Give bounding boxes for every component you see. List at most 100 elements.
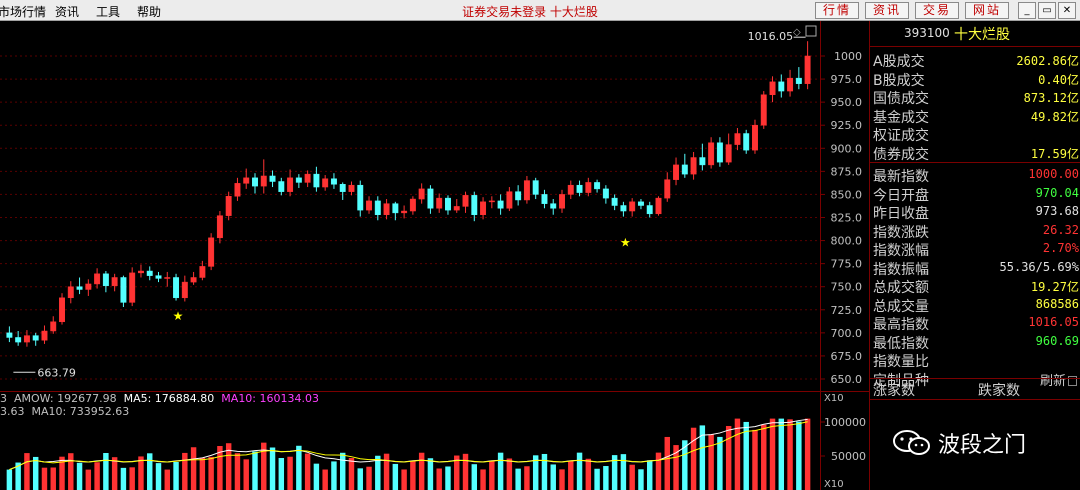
menu-tools[interactable]: 工具 — [96, 5, 121, 19]
volume-tick-label: 50000 — [831, 450, 866, 463]
price-multiplier-label: X10 — [824, 393, 844, 404]
price-tick-label: 775.0 — [831, 258, 863, 271]
panel-row-value: 973.68 — [1035, 204, 1079, 218]
menu-market[interactable]: 市场行情 — [0, 5, 47, 19]
panel-row-value: 1000.00 — [1028, 167, 1079, 181]
price-tick-label: 750.0 — [831, 281, 863, 294]
panel-row-value: 49.82亿 — [1030, 109, 1079, 124]
candle — [541, 189, 548, 209]
watermark-text: 波段之门 — [938, 433, 1027, 458]
volume-bar — [603, 466, 609, 490]
volume-bar — [120, 467, 127, 490]
kline-chart[interactable]: 1000 975.0 950.0 925.0 900.0 875.0 850.0 825.0 8… — [0, 21, 1080, 490]
candle — [278, 177, 285, 196]
panel-row-label: 今日开盘 — [873, 187, 929, 204]
panel-row-label: 指数振幅 — [873, 261, 929, 278]
menu-info[interactable]: 资讯 — [55, 5, 80, 19]
ma5-value: MA5: 176884.80 — [123, 392, 215, 405]
volume-bar — [261, 442, 267, 490]
panel-row: 国债成交 873.12亿 — [870, 87, 1080, 107]
index-name: 十大烂股 — [954, 27, 1010, 43]
fall-count-label: 跌家数 — [978, 383, 1020, 399]
panel-row-value: 17.59亿 — [1030, 146, 1079, 161]
trade-button[interactable]: 交易 — [915, 2, 959, 19]
candle — [629, 198, 636, 217]
candle — [330, 173, 337, 189]
candle — [23, 330, 30, 347]
divider — [870, 162, 1080, 163]
close-button[interactable]: ✕ — [1058, 2, 1076, 19]
panel-row: 最高指数 1016.05 — [870, 313, 1080, 333]
price-tick-label: 925.0 — [831, 119, 863, 132]
panel-row-label: 权证成交 — [873, 128, 929, 144]
candle — [41, 325, 48, 344]
price-tick-label: 900.0 — [831, 142, 863, 155]
low-price-label: 663.79 — [37, 366, 75, 379]
indicator-prefix: 3 — [0, 392, 7, 405]
volume-bar — [252, 451, 258, 490]
panel-row: 指数涨跌 26.32 — [870, 221, 1080, 241]
quote-button[interactable]: 行情 — [815, 2, 859, 19]
volume-bar — [164, 469, 170, 490]
volume-bar — [331, 461, 337, 490]
volume-bar — [41, 467, 48, 490]
candlestick-series — [6, 41, 811, 347]
ma10-line — [9, 421, 808, 471]
price-tick-label: 675.0 — [831, 350, 863, 363]
candle — [50, 316, 57, 334]
volume-bar — [410, 461, 416, 490]
candle — [260, 159, 267, 194]
candle — [392, 201, 399, 221]
title-bar: 市场行情 资讯 工具 帮助 证券交易未登录 十大烂股 行情 资讯 交易 网站 _… — [0, 0, 1080, 21]
candle — [576, 180, 583, 197]
candle — [445, 195, 451, 215]
candle — [436, 193, 443, 213]
candle — [102, 271, 109, 293]
volume-bar — [462, 453, 469, 490]
panel-row: 今日开盘 970.04 — [870, 184, 1080, 204]
volume-axis: X10 100000 50000 X10 — [820, 393, 866, 490]
candle — [567, 180, 574, 200]
minimize-button[interactable]: _ — [1018, 2, 1036, 19]
candle — [111, 273, 118, 292]
volume-bar — [59, 456, 65, 490]
volume-bar — [497, 452, 504, 490]
volume-bar — [94, 462, 100, 490]
volume-bar — [383, 453, 390, 490]
panel-row-value: 0.40亿 — [1038, 72, 1079, 87]
volume-bar — [778, 418, 785, 490]
menu-help[interactable]: 帮助 — [137, 5, 162, 19]
volume-bar — [304, 453, 311, 490]
restore-button[interactable]: ▭ — [1038, 2, 1056, 19]
panel-row-value: 26.32 — [1042, 222, 1079, 237]
candle — [348, 181, 355, 196]
volume-bar — [620, 454, 627, 490]
candle — [208, 233, 215, 271]
rise-count-label: 涨家数 — [873, 383, 915, 399]
candle — [304, 170, 311, 188]
candle — [480, 197, 487, 220]
news-button[interactable]: 资讯 — [865, 2, 909, 19]
candle — [269, 170, 276, 188]
panel-header: 393100 十大烂股 — [870, 25, 1080, 45]
volume-bar — [611, 455, 618, 490]
volume-bar — [804, 418, 811, 490]
panel-row: 指数量比 — [870, 350, 1080, 370]
volume-bar — [568, 460, 574, 490]
candle — [6, 326, 13, 343]
candle — [418, 183, 425, 204]
ma10-amount-value: MA10: 733952.63 — [31, 405, 130, 418]
chart-annotations: 1016.05 663.79 ★ ★ — [13, 30, 806, 379]
volume-bar — [199, 457, 206, 490]
refresh-button[interactable]: 刷新 — [1040, 370, 1077, 389]
ma10-value: MA10: 160134.03 — [221, 392, 319, 405]
chart-settings-icon — [805, 25, 817, 37]
panel-row-value: 2602.86亿 — [1016, 54, 1079, 68]
volume-bar — [339, 452, 346, 490]
candle — [243, 168, 250, 189]
candle — [427, 185, 434, 214]
website-button[interactable]: 网站 — [965, 2, 1009, 19]
candle — [155, 271, 162, 283]
candle — [313, 166, 320, 192]
panel-row: 权证成交 — [870, 124, 1080, 144]
